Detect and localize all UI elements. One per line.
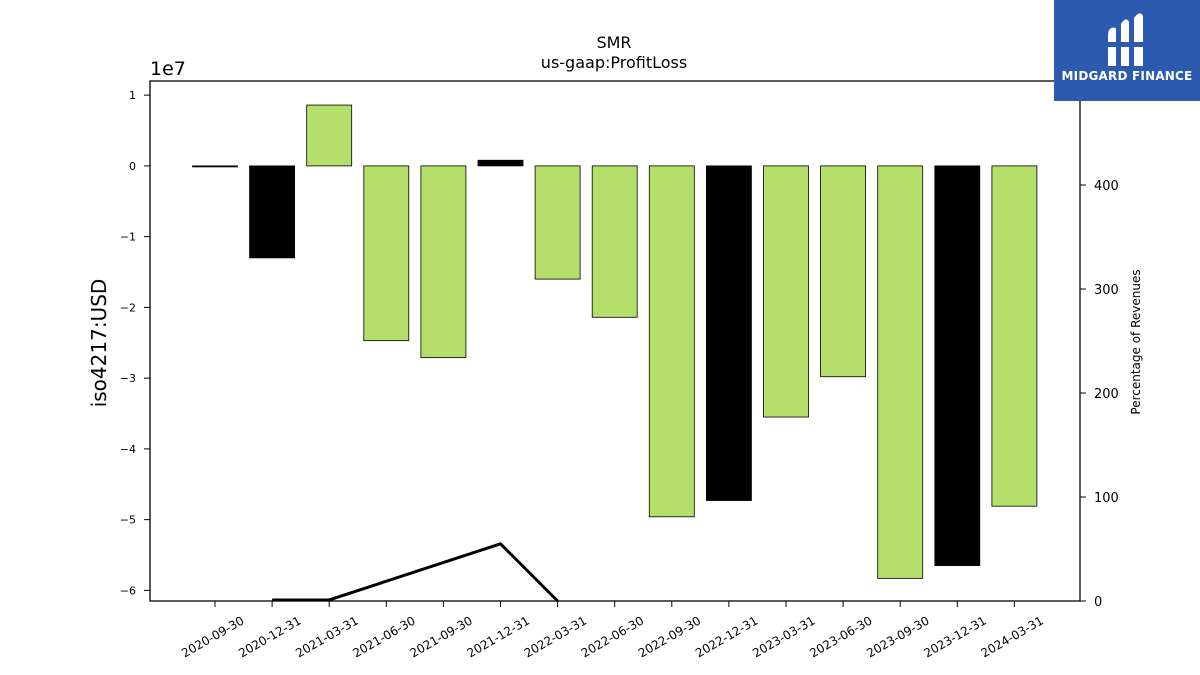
y-tick-label: −6	[120, 584, 136, 597]
y-tick-label: −2	[120, 301, 136, 314]
x-tick-label: 2022-09-30	[636, 613, 703, 660]
y-tick-label: −5	[120, 514, 136, 527]
bar	[249, 165, 296, 259]
bar	[591, 165, 638, 318]
y2-tick-label: 100	[1094, 491, 1119, 506]
y2-tick-label: 0	[1094, 595, 1102, 610]
x-tick-label: 2021-03-31	[293, 613, 360, 660]
bar	[877, 165, 924, 579]
y-tick-label: 1	[129, 89, 136, 102]
bar	[192, 165, 238, 168]
y-tick-label: −4	[120, 443, 136, 456]
y2-axis-label: Percentage of Revenues	[1129, 269, 1143, 414]
y2-tick-label: 400	[1094, 179, 1119, 194]
x-tick-label: 2021-06-30	[350, 613, 417, 660]
y-axis-label: iso4217:USD	[87, 279, 111, 408]
bar	[820, 165, 866, 378]
bar	[363, 165, 410, 342]
bar	[706, 165, 752, 501]
x-tick-label: 2021-09-30	[407, 613, 474, 660]
x-tick-label: 2020-09-30	[179, 613, 246, 660]
bar	[306, 104, 353, 167]
bar	[534, 165, 581, 280]
bar	[477, 159, 524, 167]
brand-name: MIDGARD FINANCE	[1061, 69, 1193, 83]
pct-of-revenues-line	[272, 542, 559, 603]
brand-logo: MIDGARD FINANCE	[1054, 0, 1200, 101]
bar	[991, 165, 1038, 507]
brand-mark-icon	[1108, 13, 1143, 66]
pct-line-layer	[272, 542, 559, 603]
y-tick-label: −1	[120, 231, 136, 244]
x-tick-label: 2021-12-31	[465, 613, 532, 660]
x-tick-label: 2023-12-31	[921, 613, 988, 660]
plot-frame	[149, 80, 1081, 602]
x-tick-label: 2022-03-31	[522, 613, 589, 660]
bar	[648, 165, 695, 518]
x-tick-label: 2023-03-31	[750, 613, 817, 660]
y-tick-label: −3	[120, 372, 136, 385]
x-tick-label: 2022-12-31	[693, 613, 760, 660]
bar	[763, 165, 809, 418]
x-tick-label: 2023-09-30	[864, 613, 931, 660]
bar	[934, 165, 981, 567]
y-offset-text: 1e7	[150, 58, 186, 80]
y2-tick-label: 300	[1094, 283, 1119, 298]
chart-subtitle: us-gaap:ProfitLoss	[541, 53, 687, 72]
x-tick-label: 2024-03-31	[978, 613, 1045, 660]
bar	[420, 165, 467, 359]
x-tick-label: 2022-06-30	[579, 613, 646, 660]
x-tick-label: 2020-12-31	[236, 613, 303, 660]
bars-layer	[192, 104, 1038, 579]
x-tick-label: 2023-06-30	[807, 613, 874, 660]
chart-title: SMR	[596, 33, 631, 52]
y2-tick-label: 200	[1094, 387, 1119, 402]
y-tick-label: 0	[129, 160, 136, 173]
